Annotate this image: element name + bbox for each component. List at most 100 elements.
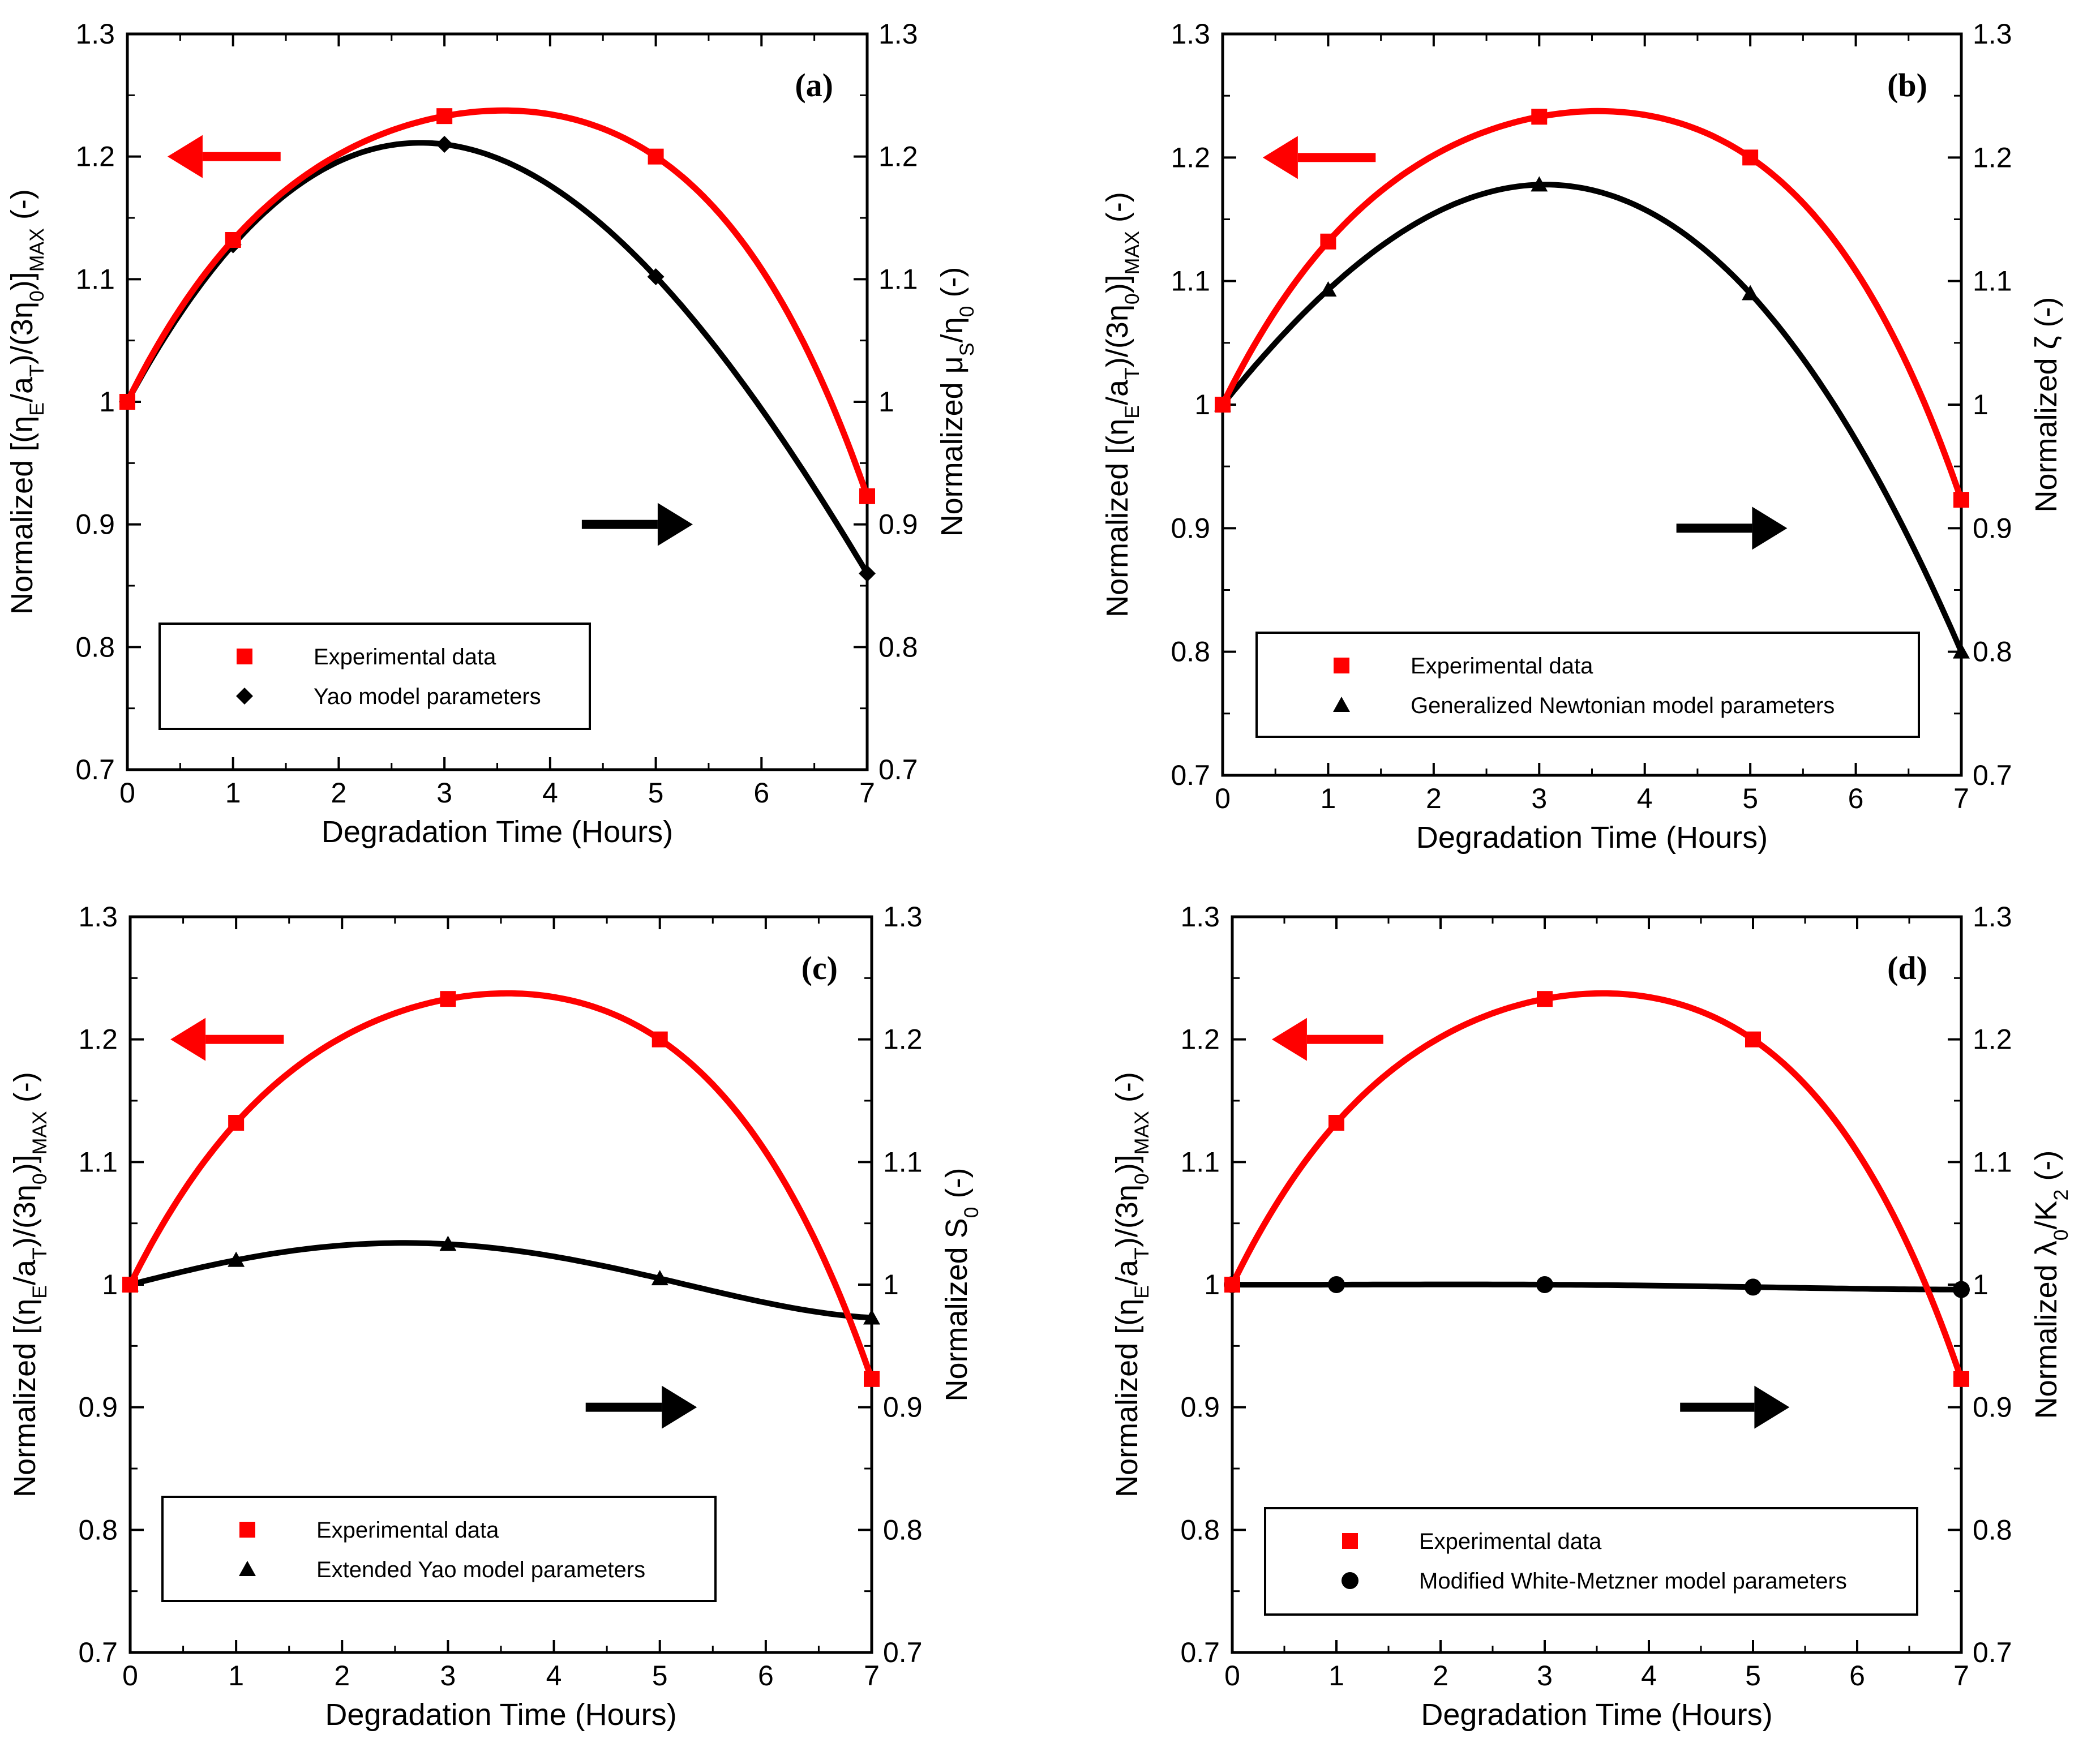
y-right-axis-title: Normalized λ0/K2 (-) [2029,1151,2072,1419]
experimental-curve [125,107,871,497]
panel-label: (d) [1887,950,1927,986]
y-right-tick-label: 0.9 [1973,512,2012,544]
legend-label-1: Generalized Newtonian model parameters [1411,693,1835,718]
legend-marker-1 [236,688,253,705]
x-tick-label: 2 [1433,1660,1448,1692]
experimental-point-1 [1328,1115,1344,1131]
y-left-tick-label: 1.3 [78,901,118,933]
experimental-point-1 [228,1115,245,1131]
y-right-tick-label: 1 [883,1269,899,1300]
chart-panel-a: 0 1 2 3 4 5 6 7 0.7 0.7 0.8 0.8 0.9 0.9 1 1 1.1 1.1 1.2 1.2… [0,0,1050,880]
y-right-tick-label: 0.8 [883,1514,923,1546]
y-right-tick-label: 0.8 [1973,636,2012,668]
x-tick-label: 0 [1215,783,1231,814]
experimental-curve [127,990,875,1380]
y-left-tick-label: 1 [1204,1269,1220,1300]
model-point-2 [1531,176,1548,192]
y-left-tick-label: 1.2 [75,141,115,173]
experimental-point-4 [1953,492,1969,508]
y-right-tick-label: 1 [1973,389,1988,420]
legend-label-0: Experimental data [1419,1529,1602,1554]
y-left-tick-label: 1.3 [1180,901,1220,933]
legend: Experimental data Extended Yao model para… [161,1496,717,1602]
experimental-curve [1229,990,1965,1380]
experimental-point-2 [1537,991,1553,1007]
x-tick-label: 7 [1953,783,1969,814]
y-right-tick-label: 1.2 [883,1024,923,1055]
model-point-2 [436,136,453,153]
model-curve [129,1240,872,1321]
panel-label: (a) [795,67,833,104]
model-curve [1232,1281,1961,1293]
y-left-axis-title: Normalized [(ηE/aT)/(3η0)]MAX (-) [1100,192,1143,617]
y-right-tick-label: 1.3 [1973,901,2012,933]
y-left-tick-label: 1.2 [1180,1024,1220,1055]
legend-label-0: Experimental data [1411,654,1593,679]
right-axis-arrow [585,1385,697,1429]
x-tick-label: 6 [1849,1660,1865,1692]
y-left-tick-label: 1.3 [75,18,115,50]
legend-label-1: Modified White-Metzner model parameters [1419,1569,1847,1594]
x-tick-label: 3 [1537,1660,1553,1692]
y-left-tick-label: 0.8 [75,631,115,663]
panel-label: (c) [802,950,838,986]
y-right-tick-label: 1.1 [883,1146,923,1178]
experimental-point-0 [1224,1277,1240,1293]
model-point-3 [1742,285,1759,301]
panel-label: (b) [1887,67,1927,104]
x-tick-label: 6 [1848,783,1864,814]
chart-svg-b: 0 1 2 3 4 5 6 70.7 0.70.8 0.80.9 0.91 11.1 1.11.2 1.2… [1100,18,2063,855]
legend-box [158,623,591,730]
y-left-tick-label: 1.3 [1171,18,1210,50]
x-axis-title: Degradation Time (Hours) [325,1698,676,1732]
y-right-tick-label: 0.9 [1973,1392,2012,1423]
chart-svg-c: 0 1 2 3 4 5 6 70.7 0.70.8 0.80.9 0.91 11.1 1.11.2 1.2… [8,901,983,1732]
x-tick-label: 2 [331,777,347,809]
x-tick-label: 4 [546,1660,562,1692]
x-tick-label: 4 [1641,1660,1657,1692]
y-right-tick-label: 1 [878,386,894,418]
legend-box [1264,1507,1918,1616]
x-axis-title: Degradation Time (Hours) [322,815,673,849]
experimental-point-4 [864,1371,880,1387]
y-left-tick-label: 1 [99,386,115,418]
y-left-tick-label: 0.8 [1171,636,1210,668]
y-right-tick-label: 0.9 [878,509,918,540]
model-point-1 [1328,1276,1345,1293]
x-tick-label: 1 [1321,783,1336,814]
model-point-2 [1536,1276,1553,1293]
y-left-axis-title: Normalized [(ηE/aT)/(3η0)]MAX (-) [8,1072,51,1497]
experimental-curve [1220,108,1965,501]
y-left-tick-label: 0.8 [78,1514,118,1546]
y-right-tick-label: 1.1 [1973,265,2012,297]
y-left-tick-label: 1 [1194,389,1210,420]
experimental-point-4 [859,488,875,504]
legend-label-1: Yao model parameters [314,684,541,709]
legend-box [1255,632,1920,738]
experimental-point-1 [225,232,241,248]
y-right-tick-label: 1.1 [878,263,918,295]
experimental-point-0 [1215,397,1231,413]
model-point-4 [1953,643,1970,659]
x-tick-label: 5 [648,777,664,809]
experimental-point-3 [1745,1031,1761,1048]
experimental-point-3 [648,148,664,165]
x-tick-label: 3 [1531,783,1547,814]
legend: Experimental data Modified White-Metzner … [1264,1507,1918,1616]
x-tick-label: 6 [753,777,769,809]
y-right-tick-label: 0.7 [1973,1637,2012,1668]
legend-marker-0 [1342,1533,1358,1549]
legend-label-0: Experimental data [314,645,496,669]
y-right-tick-label: 1.3 [883,901,923,933]
model-point-4 [1953,1281,1970,1298]
y-right-axis-title: Normalized S0 (-) [940,1168,983,1402]
left-axis-arrow [1262,136,1376,179]
y-right-tick-label: 0.7 [878,754,918,785]
legend: Experimental data Generalized Newtonian m… [1255,632,1920,738]
x-tick-label: 5 [1745,1660,1761,1692]
x-tick-label: 0 [1224,1660,1240,1692]
y-right-tick-label: 1.3 [1973,18,2012,50]
y-left-tick-label: 0.8 [1180,1514,1220,1546]
experimental-point-3 [652,1031,668,1048]
y-right-tick-label: 0.7 [1973,759,2012,791]
